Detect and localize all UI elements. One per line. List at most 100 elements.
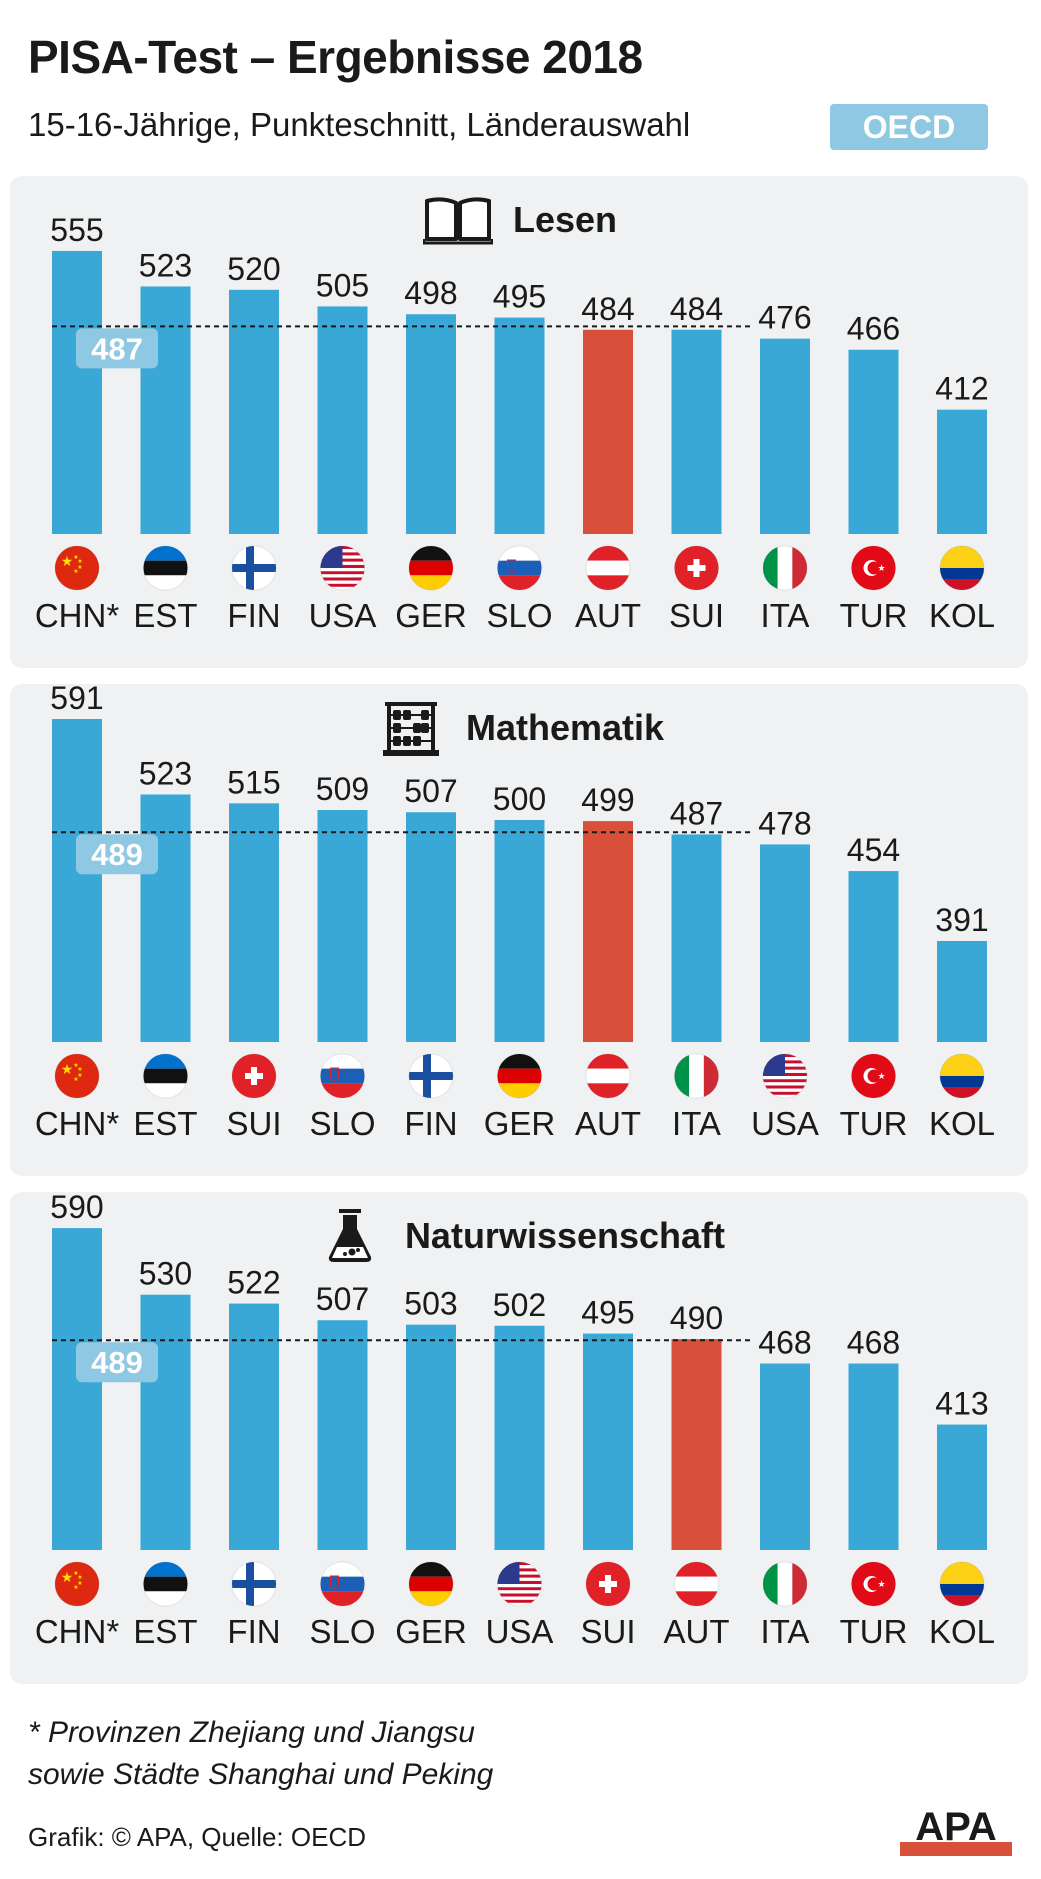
- category-label: CHN*: [35, 1613, 119, 1650]
- oecd-badge: OECD: [830, 104, 988, 150]
- category-label: SLO: [309, 1105, 375, 1142]
- chn-flag-icon: ★ ★★★★: [54, 1561, 100, 1607]
- flask-icon: [313, 1206, 387, 1266]
- sui-flag-icon: [585, 1561, 631, 1607]
- footnote-line-2: sowie Städte Shanghai und Peking: [28, 1758, 494, 1791]
- oecd-average-box: [76, 834, 158, 875]
- value-label: 500: [493, 781, 546, 817]
- bar-kol: [937, 409, 987, 534]
- value-label: 509: [316, 771, 369, 807]
- category-label: GER: [395, 597, 467, 634]
- bar-usa: [760, 844, 810, 1042]
- category-label: KOL: [929, 597, 995, 634]
- svg-text:★: ★: [73, 554, 78, 561]
- value-label: 466: [847, 311, 900, 347]
- bar-slo: [317, 810, 368, 1042]
- svg-text:★: ★: [73, 568, 78, 575]
- abacus-icon: [374, 698, 448, 758]
- usa-flag-icon: [320, 545, 365, 591]
- category-label: KOL: [929, 1105, 995, 1142]
- ger-flag-icon: [408, 545, 454, 591]
- footnote-line-1: * Provinzen Zhejiang und Jiangsu: [28, 1716, 475, 1749]
- svg-text:★: ★: [77, 1072, 82, 1079]
- category-label: TUR: [840, 1105, 908, 1142]
- svg-text:★: ★: [73, 1570, 78, 1577]
- category-label: SUI: [580, 1613, 635, 1650]
- svg-text:★: ★: [877, 564, 885, 574]
- oecd-average-label: 489: [91, 1345, 143, 1380]
- value-label: 468: [847, 1325, 900, 1361]
- svg-text:★: ★: [77, 1574, 82, 1581]
- category-label: TUR: [840, 597, 908, 634]
- fin-flag-icon: [231, 1561, 277, 1607]
- source-credit: Grafik: © APA, Quelle: OECD: [28, 1822, 366, 1852]
- svg-text:★: ★: [77, 1580, 82, 1587]
- category-label: SLO: [309, 1613, 375, 1650]
- oecd-average-box: [76, 1342, 158, 1383]
- bar-aut: [583, 329, 633, 534]
- category-label: FIN: [227, 1613, 280, 1650]
- svg-text:★: ★: [77, 558, 82, 565]
- value-label: 487: [670, 795, 723, 831]
- bar-chn: [52, 1228, 102, 1550]
- panel-header: Lesen: [10, 190, 1028, 250]
- bar-sui: [229, 803, 279, 1042]
- bar-ita: [760, 338, 810, 534]
- fin-flag-icon: [231, 545, 277, 591]
- category-label: ITA: [761, 597, 810, 634]
- category-label: SLO: [486, 597, 552, 634]
- panel-title-naturwissenschaft: Naturwissenschaft: [404, 1215, 726, 1256]
- svg-text:★: ★: [73, 1584, 78, 1591]
- bar-usa: [317, 306, 368, 534]
- fin-flag-icon: [408, 1053, 454, 1099]
- book-icon: [421, 190, 495, 250]
- est-flag-icon: [143, 545, 188, 591]
- bar-fin: [229, 289, 279, 534]
- category-label: CHN*: [35, 1105, 119, 1142]
- panel-mathematik: Mathematik 591 ★ ★ ★ ★ ★ CHN* 523 EST 515 SUI 509 SL…: [10, 684, 1028, 1176]
- bar-ita: [760, 1363, 810, 1550]
- tur-flag-icon: ★: [851, 1561, 896, 1607]
- category-label: AUT: [664, 1613, 730, 1650]
- panel-header: Mathematik: [10, 698, 1028, 758]
- apa-logo: APA: [900, 1805, 1012, 1856]
- svg-text:★: ★: [877, 1072, 885, 1082]
- value-label: 522: [227, 1265, 280, 1301]
- bar-sui: [583, 1333, 633, 1550]
- page-title: PISA-Test – Ergebnisse 2018: [28, 31, 643, 83]
- category-label: EST: [133, 1613, 197, 1650]
- chn-flag-icon: ★ ★★★★: [54, 1053, 100, 1099]
- bar-fin: [406, 812, 456, 1042]
- bar-usa: [494, 1325, 545, 1550]
- bar-ger: [494, 820, 545, 1042]
- ger-flag-icon: [408, 1561, 454, 1607]
- ita-flag-icon: [762, 1561, 808, 1607]
- category-label: ITA: [761, 1613, 810, 1650]
- kol-flag-icon: [939, 1053, 985, 1099]
- tur-flag-icon: ★: [851, 545, 896, 591]
- value-label: 502: [493, 1287, 546, 1323]
- oecd-average-label: 487: [91, 331, 143, 366]
- svg-text:★: ★: [61, 1570, 74, 1586]
- usa-flag-icon: [762, 1053, 808, 1099]
- value-label: 555: [50, 212, 103, 248]
- svg-text:★: ★: [73, 1062, 78, 1069]
- bar-aut: [671, 1339, 722, 1550]
- kol-flag-icon: [939, 1561, 985, 1607]
- sui-flag-icon: [674, 545, 719, 591]
- bar-slo: [494, 317, 545, 534]
- svg-text:★: ★: [877, 1580, 885, 1590]
- value-label: 523: [139, 247, 192, 283]
- category-label: SUI: [669, 597, 724, 634]
- value-label: 391: [935, 902, 988, 938]
- sui-flag-icon: [231, 1053, 277, 1099]
- value-label: 515: [227, 764, 280, 800]
- chart-lesen: 555★ ★★★★CHN*523EST520FIN505USA498GER495S…: [35, 212, 995, 634]
- value-label: 468: [758, 1325, 811, 1361]
- value-label: 478: [758, 805, 811, 841]
- page-subtitle: 15-16-Jährige, Punkteschnitt, Länderausw…: [28, 106, 691, 143]
- value-label: 590: [50, 1192, 103, 1225]
- bar-est: [140, 286, 191, 534]
- category-label: ITA: [672, 1105, 721, 1142]
- oecd-average-label: 489: [91, 837, 143, 872]
